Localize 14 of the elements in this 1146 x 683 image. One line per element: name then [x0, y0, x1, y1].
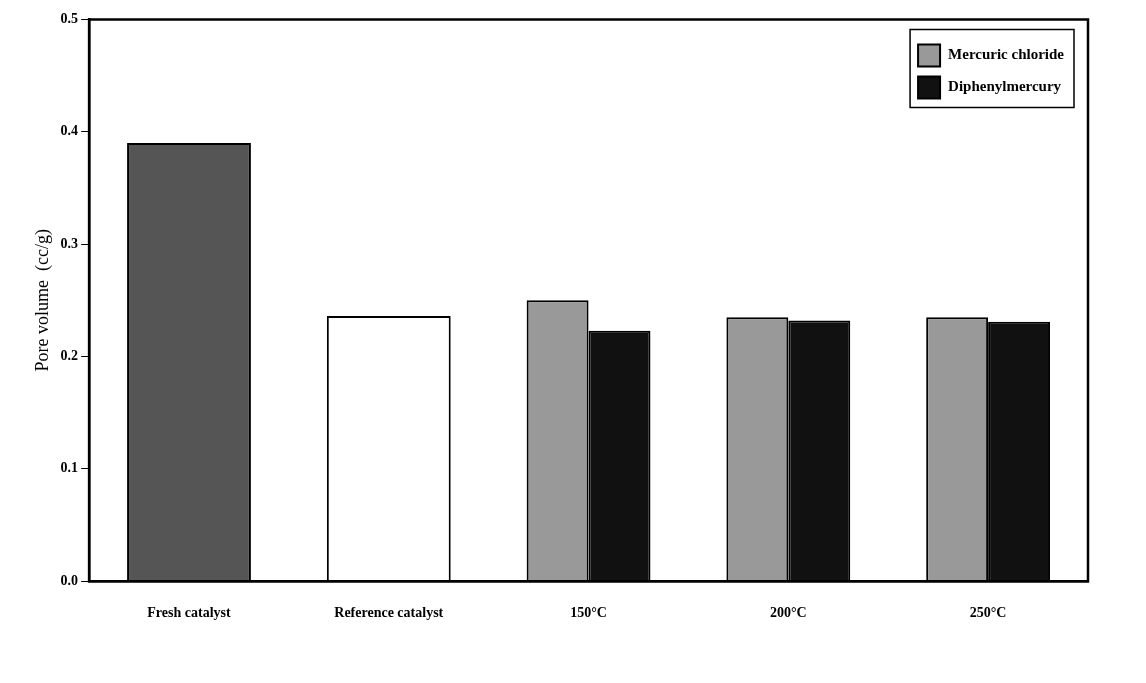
y-tick-label: 0.5 [60, 11, 79, 27]
x-tick-label: Reference catalyst [334, 605, 444, 621]
y-tick-label: 0.2 [60, 348, 79, 364]
y-tick-label: 0.3 [60, 235, 79, 251]
x-tick-label: Fresh catalyst [147, 605, 231, 621]
y-tick-label: 0.0 [60, 572, 79, 588]
legend-label: Diphenylmercury [948, 78, 1062, 95]
legend-label: Mercuric chloride [948, 46, 1065, 63]
y-axis-title: Pore volume (cc/g) [31, 229, 53, 372]
y-tick-label: 0.4 [60, 123, 79, 139]
x-tick-label: 250°C [969, 605, 1007, 621]
y-tick-label: 0.1 [60, 460, 79, 476]
x-tick-label: 200°C [769, 605, 807, 621]
x-tick-label: 150°C [570, 605, 607, 621]
